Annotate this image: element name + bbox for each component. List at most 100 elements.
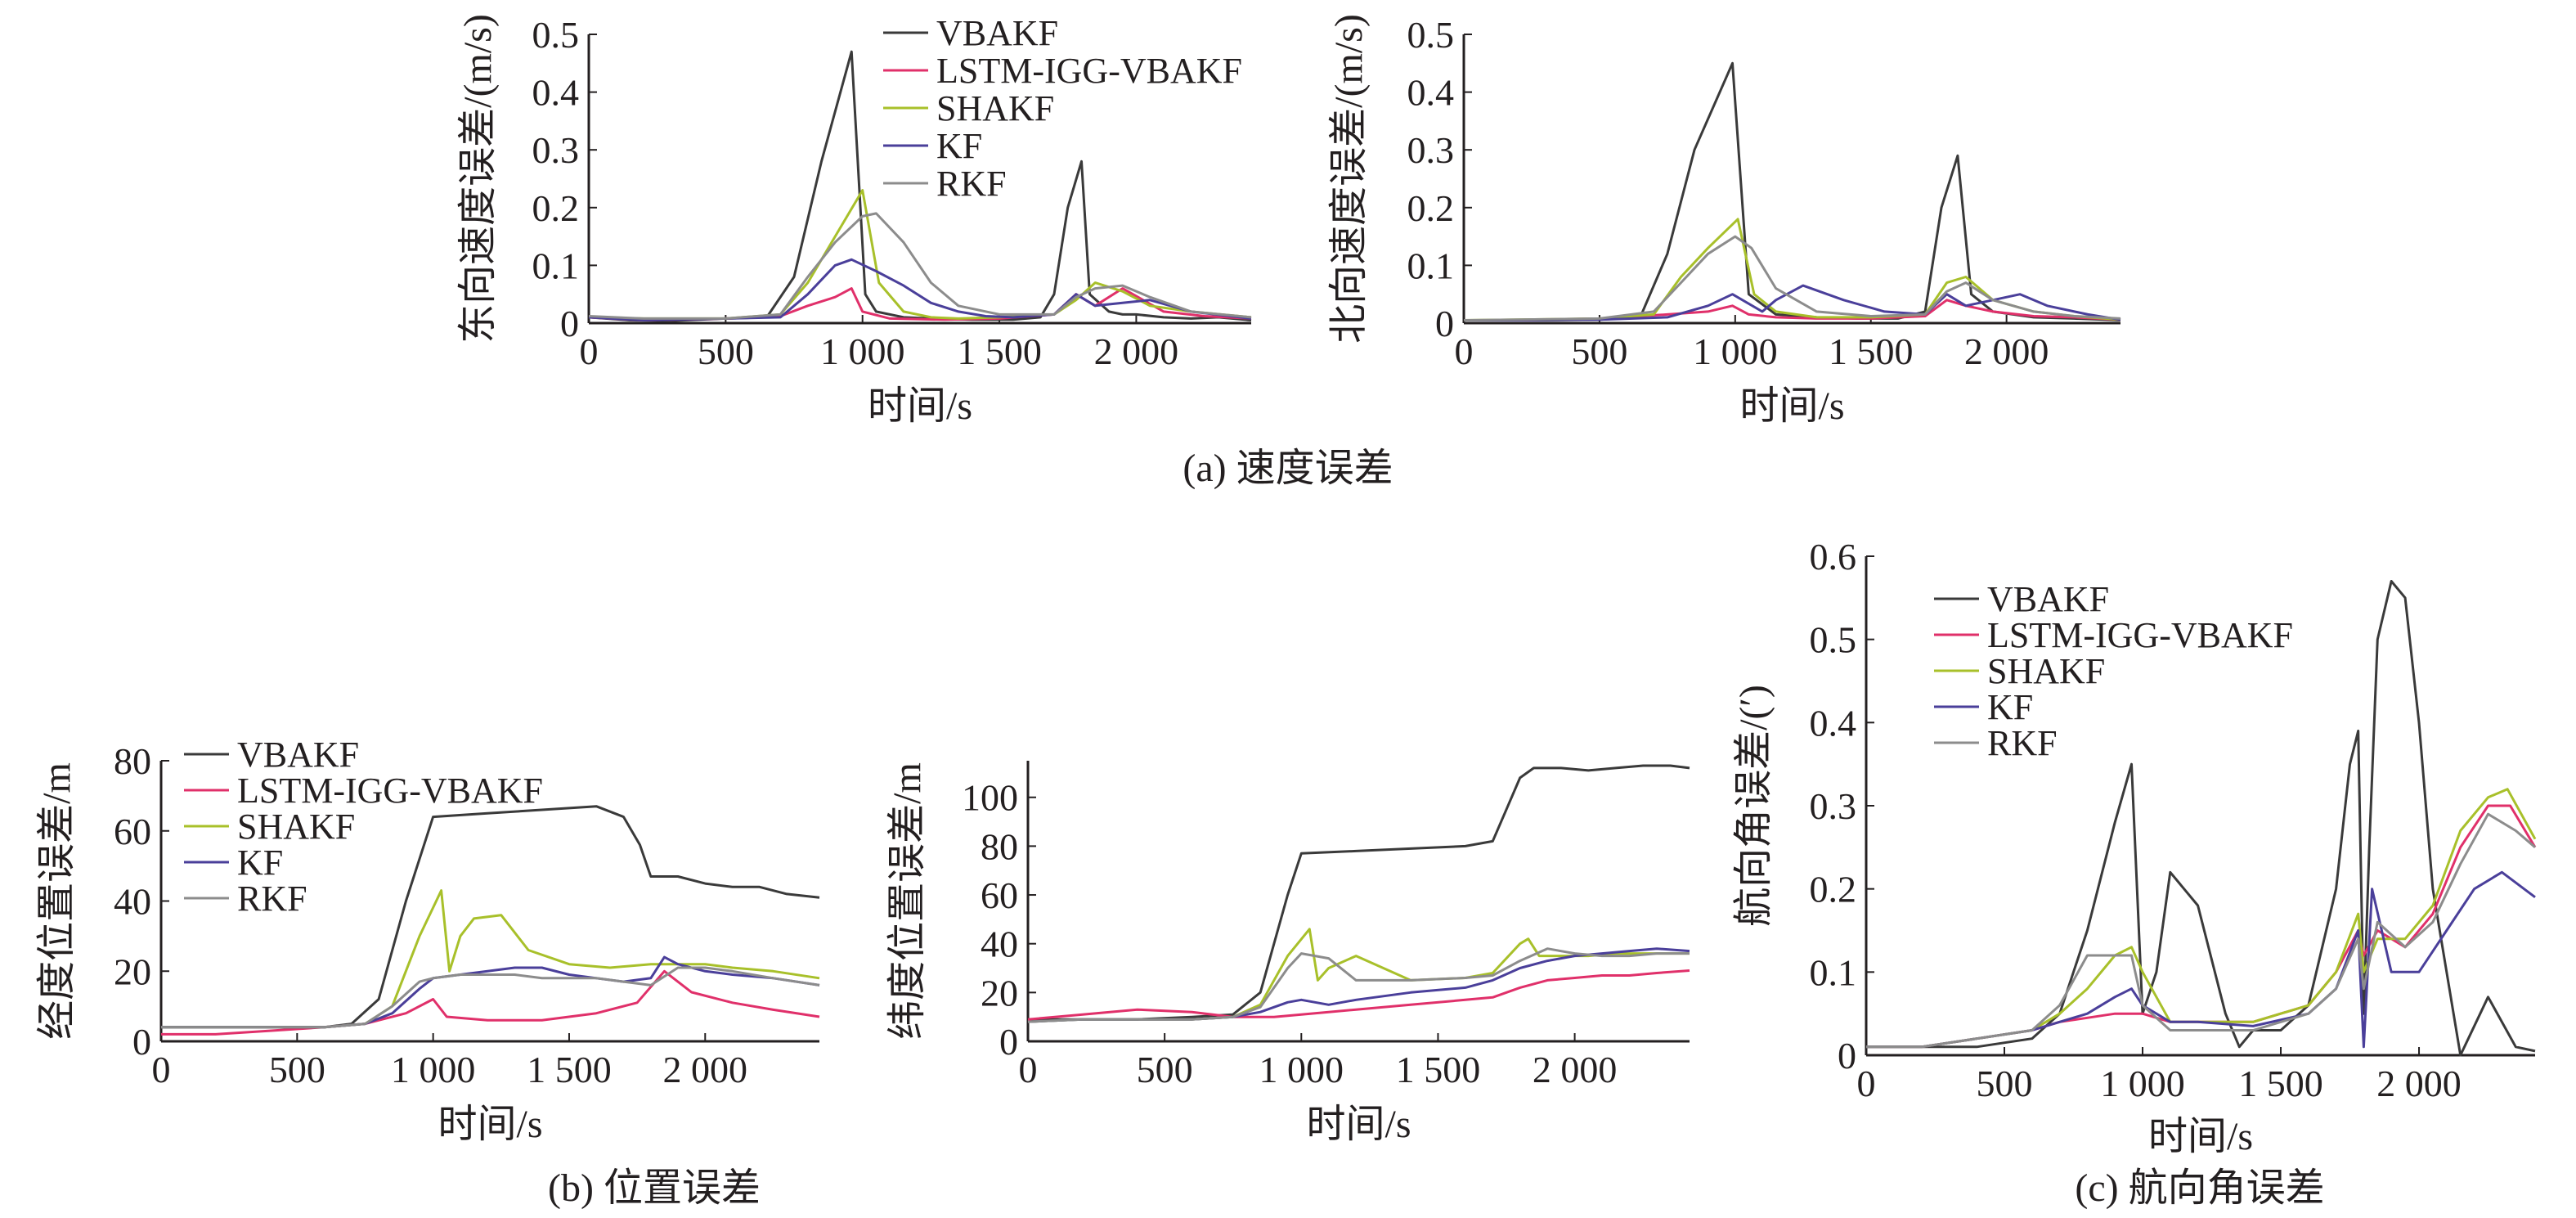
y-tick-label: 0 xyxy=(999,1021,1018,1063)
y-tick-label: 0.2 xyxy=(1810,869,1857,910)
y-tick-label: 0.1 xyxy=(1810,951,1857,993)
legend-label: KF xyxy=(1987,687,2033,727)
series-line-shakf xyxy=(1866,788,2537,1049)
series-line-kf xyxy=(1866,870,2536,1049)
series-line-kf xyxy=(588,258,1252,321)
x-tick-label: 0 xyxy=(1019,1049,1038,1090)
series-line-rkf xyxy=(588,212,1252,320)
legend-label: LSTM-IGG-VBAKF xyxy=(1987,615,2293,655)
series-line-lstm-igg-vbakf xyxy=(1866,804,2537,1049)
y-tick-label: 80 xyxy=(981,825,1018,867)
x-tick-label: 2 000 xyxy=(1964,330,2049,372)
caption-heading: (c) 航向角误差 xyxy=(2075,1166,2324,1210)
y-tick-label: 0.3 xyxy=(1810,785,1857,827)
legend-label: RKF xyxy=(237,879,307,919)
series-line-shakf xyxy=(588,189,1252,320)
legend-label: VBAKF xyxy=(936,13,1058,53)
x-tick-label: 2 000 xyxy=(1533,1049,1618,1090)
x-tick-label: 1 000 xyxy=(2100,1063,2185,1104)
y-axis-label: 北向速度误差/(m/s) xyxy=(1327,14,1371,344)
x-tick-label: 1 500 xyxy=(1396,1049,1481,1090)
y-tick-label: 0.2 xyxy=(1407,187,1455,229)
series-line-vbakf xyxy=(1464,61,2121,321)
x-tick-label: 500 xyxy=(269,1049,325,1090)
y-tick-label: 20 xyxy=(114,951,151,992)
x-tick-label: 1 500 xyxy=(957,330,1042,372)
series-line-vbakf xyxy=(1028,764,1690,1021)
x-tick-label: 0 xyxy=(152,1049,171,1090)
y-tick-label: 0.1 xyxy=(532,245,580,286)
x-tick-label: 1 500 xyxy=(1829,330,1914,372)
x-axis-label: 时间/s xyxy=(438,1103,542,1146)
chart-vn: 0 500 1 000 1 500 2 000 0 0.1 0.2 0.3 0.4 0.5 时间/s 北… xyxy=(1327,14,2121,428)
y-tick-label: 0.4 xyxy=(1810,702,1857,744)
y-tick-label: 100 xyxy=(962,777,1018,819)
legend-label: SHAKF xyxy=(1987,651,2105,691)
legend-label: RKF xyxy=(936,164,1007,204)
legend-label: SHAKF xyxy=(936,88,1054,128)
x-tick-label: 1 500 xyxy=(527,1049,612,1090)
x-tick-label: 0 xyxy=(580,330,599,372)
x-tick-label: 0 xyxy=(1455,330,1474,372)
caption-position: (b) 位置误差 xyxy=(548,1166,761,1210)
series-line-vbakf xyxy=(588,50,1252,322)
x-tick-label: 1 500 xyxy=(2238,1063,2323,1104)
y-axis-label: 经度位置误差/m xyxy=(35,762,79,1040)
x-tick-label: 1 000 xyxy=(1259,1049,1344,1090)
series-line-rkf xyxy=(1463,235,2121,321)
x-tick-label: 2 000 xyxy=(1094,330,1179,372)
y-tick-label: 0.3 xyxy=(532,129,580,171)
chart-lat: 0 500 1 000 1 500 2 000020406080100时间/s纬度位置误… xyxy=(886,761,1690,1146)
x-tick-label: 1 000 xyxy=(820,330,905,372)
y-tick-label: 0.5 xyxy=(1810,619,1857,661)
y-tick-label: 0.2 xyxy=(532,187,580,229)
legend-label: LSTM-IGG-VBAKF xyxy=(936,51,1242,91)
x-axis-label: 时间/s xyxy=(2148,1115,2253,1158)
y-tick-label: 0.4 xyxy=(532,72,580,114)
series-line-kf xyxy=(161,955,820,1029)
y-tick-label: 40 xyxy=(114,881,151,923)
y-tick-label: 60 xyxy=(114,811,151,852)
x-axis-label: 时间/s xyxy=(1306,1103,1411,1146)
x-tick-label: 1 000 xyxy=(391,1049,476,1090)
x-axis-label: 时间/s xyxy=(1739,384,1844,428)
series-line-vbakf xyxy=(1866,580,2536,1057)
series-line-rkf xyxy=(161,966,820,1029)
y-tick-label: 0.6 xyxy=(1810,536,1857,578)
x-tick-label: 2 000 xyxy=(663,1049,748,1090)
series-line-rkf xyxy=(1866,812,2536,1049)
legend-label: VBAKF xyxy=(237,735,359,775)
x-tick-label: 0 xyxy=(1857,1063,1876,1104)
y-tick-label: 0.1 xyxy=(1407,245,1455,286)
series-line-lstm-igg-vbakf xyxy=(161,969,820,1036)
x-tick-label: 500 xyxy=(1571,330,1627,372)
y-tick-label: 0.4 xyxy=(1407,72,1455,114)
y-tick-label: 20 xyxy=(981,972,1018,1014)
y-tick-label: 40 xyxy=(981,924,1018,965)
y-tick-label: 0.3 xyxy=(1407,129,1455,171)
y-tick-label: 60 xyxy=(981,874,1018,916)
series-line-lstm-igg-vbakf xyxy=(1027,969,1690,1021)
chart-ve: 0 500 1 000 1 500 2 000 0 0.1 0.2 0.3 0.4 0.5 时间/s 东… xyxy=(456,13,1252,428)
chart-lon: 0 500 1 000 1 500 2 000 0 20 40 60 80 时间/s 经度位置误差/m… xyxy=(35,735,820,1146)
caption-velocity: (a) 速度误差 xyxy=(1183,447,1393,490)
legend-label: KF xyxy=(936,126,982,166)
x-axis-label: 时间/s xyxy=(868,384,972,428)
series-line-rkf xyxy=(1027,947,1690,1023)
x-tick-label: 500 xyxy=(698,330,754,372)
y-tick-label: 0 xyxy=(1435,303,1454,344)
y-tick-label: 80 xyxy=(114,740,151,782)
y-tick-label: 0.5 xyxy=(1407,14,1455,56)
legend-label: VBAKF xyxy=(1987,579,2109,619)
x-tick-label: 1 000 xyxy=(1693,330,1778,372)
legend-label: KF xyxy=(237,843,283,883)
series-line-kf xyxy=(1464,284,2121,321)
y-tick-label: 0 xyxy=(560,303,579,344)
y-tick-label: 0 xyxy=(1838,1035,1856,1076)
series-line-shakf xyxy=(1463,218,2121,321)
x-tick-label: 500 xyxy=(1977,1063,2033,1104)
